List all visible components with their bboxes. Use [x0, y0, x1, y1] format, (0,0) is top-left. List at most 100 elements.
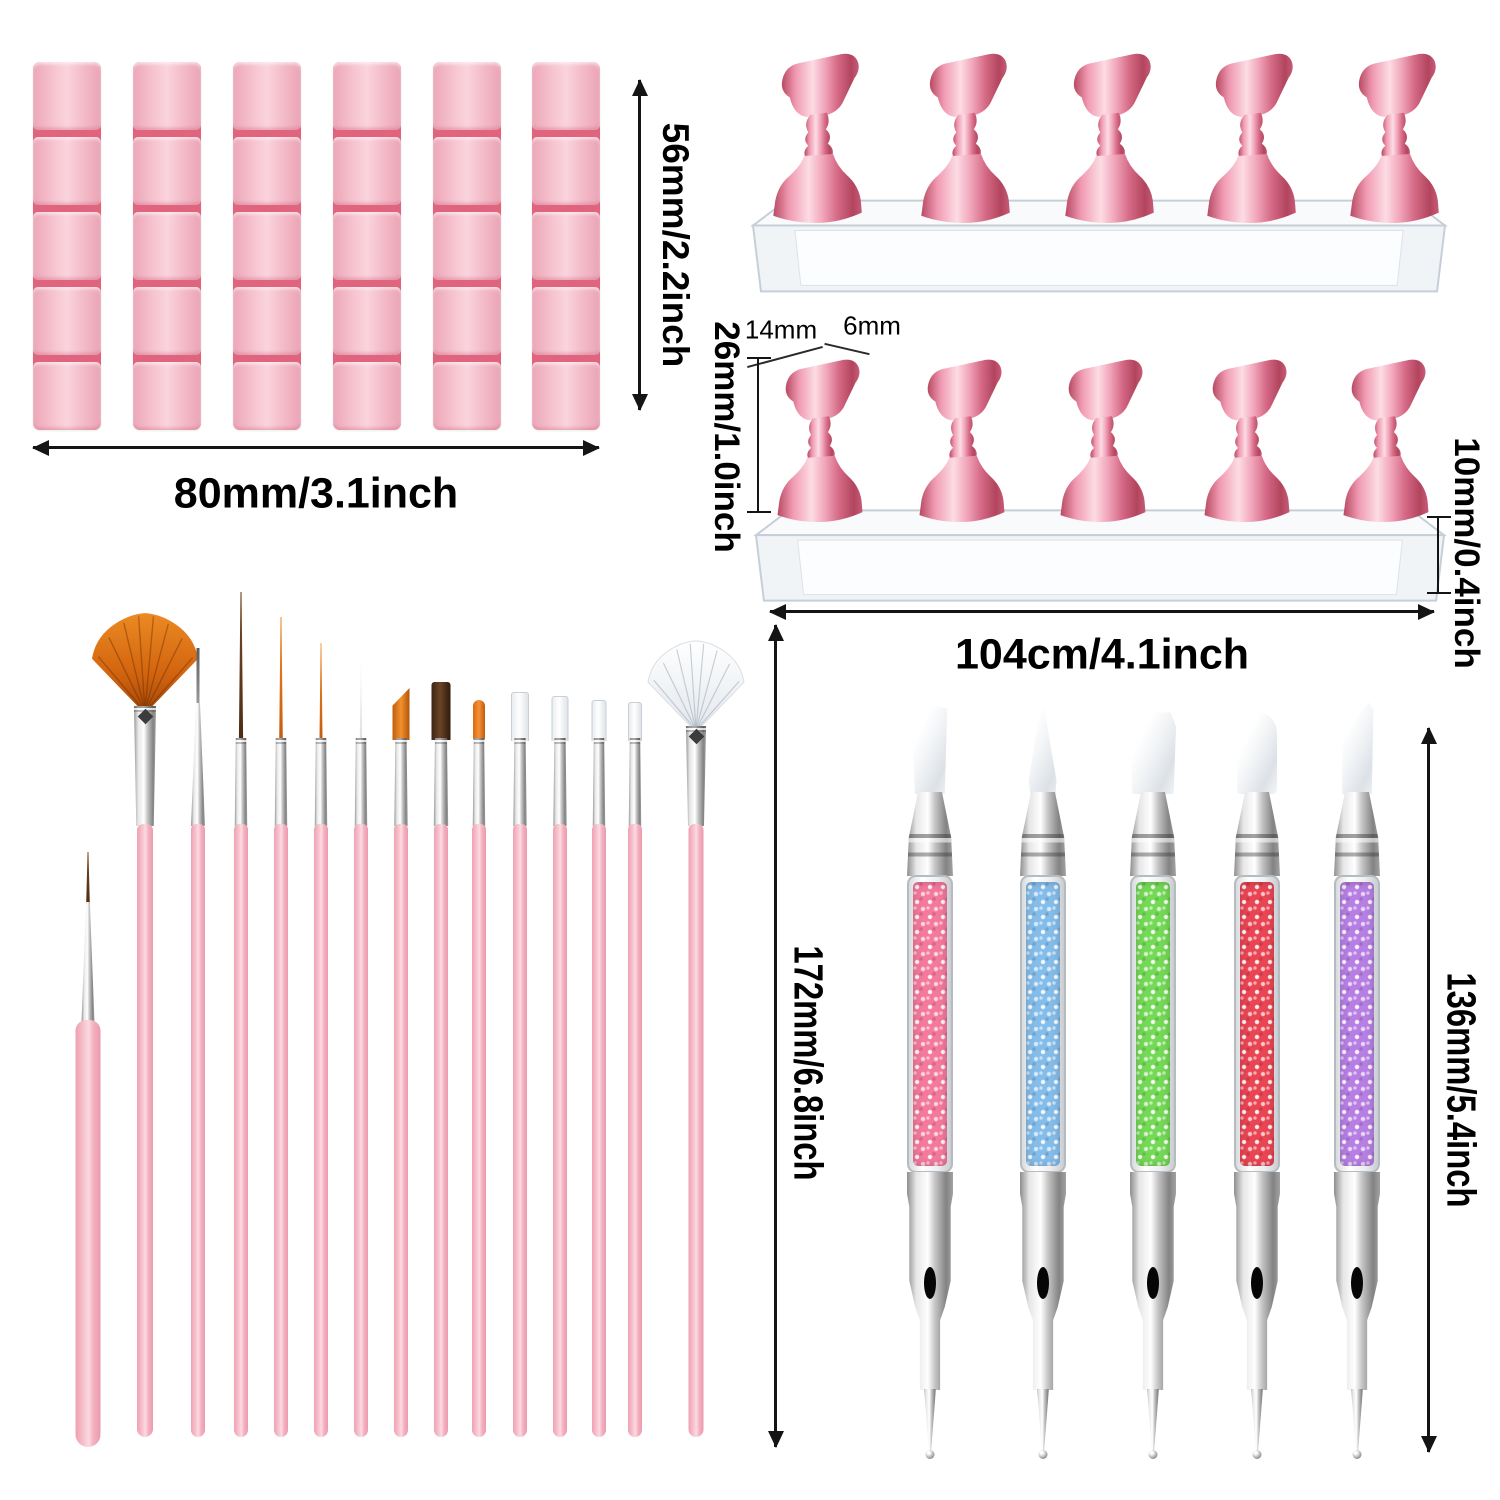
brush-bristle-tip: [86, 852, 90, 904]
clay-segment: [133, 362, 201, 430]
brush-bristle-tip: [591, 700, 607, 741]
brush-bristle-tip: [511, 692, 529, 741]
clay-segment: [33, 287, 101, 355]
stand-length-label: 104cm/4.1inch: [954, 630, 1250, 679]
flat-brush-white-small: [569, 590, 629, 1460]
dotting-needle: [1251, 1389, 1263, 1451]
brush-length-label: 172mm/6.8inch: [785, 945, 832, 1181]
pen-collar: [1334, 792, 1380, 876]
dotting-pen-purple: [1322, 690, 1392, 1490]
pen-collar: [1020, 792, 1066, 876]
clay-segment: [333, 212, 401, 280]
dotting-needle: [924, 1389, 936, 1451]
brush-ferrule: [394, 738, 408, 826]
clay-strip: [33, 62, 101, 430]
clay-segment: [333, 287, 401, 355]
dotting-pen-red: [1222, 690, 1292, 1490]
brush-bristle-tip: [238, 592, 244, 738]
brush-bristle-tip: [628, 702, 642, 741]
brush-handle: [75, 1020, 101, 1447]
pen-collar: [1130, 792, 1176, 876]
clay-strip: [133, 62, 201, 430]
pen-hole: [1251, 1267, 1263, 1299]
needle-ball: [1038, 1450, 1048, 1459]
clay-segment: [233, 212, 301, 280]
brush-ferrule: [472, 738, 486, 826]
liner-brush-white: [331, 590, 391, 1460]
clay-segment: [333, 137, 401, 205]
needle-ball: [1352, 1450, 1362, 1459]
brush-length-arrow: [767, 624, 784, 1448]
clay-strip: [233, 62, 301, 430]
stand-length-arrow: [769, 604, 1435, 620]
base-height-bracket: [1427, 516, 1451, 594]
pen-lower-metal: [1234, 1172, 1280, 1390]
clay-segment: [433, 287, 501, 355]
brush-bristle-tip: [431, 682, 451, 740]
clay-segment: [233, 137, 301, 205]
clay-segment: [532, 137, 600, 205]
brush-ferrule: [81, 902, 95, 1022]
flat-brush-white-small: [605, 590, 665, 1460]
brush-bristle-tip: [551, 696, 569, 741]
silicone-tip-slanted: [1342, 702, 1374, 794]
rhinestone-fill: [1136, 882, 1170, 1166]
nail-stand-bottom: [750, 340, 1460, 605]
dotting-needle-tip: [196, 648, 200, 705]
brush-bristle-tip: [473, 700, 485, 740]
brush-handle: [553, 824, 567, 1437]
liner-brush-orange: [251, 590, 311, 1460]
pedestal-height-label: 26mm/1.0inch: [707, 321, 746, 553]
pen-hole: [1037, 1267, 1049, 1299]
nail-tip-pedestal: [1192, 50, 1307, 225]
clay-segment: [133, 287, 201, 355]
nail-tip-pedestal: [906, 50, 1021, 225]
rhinestone-fill: [1240, 882, 1274, 1166]
brush-handle: [628, 824, 642, 1437]
brush-handle: [513, 824, 527, 1437]
clay-segment: [433, 62, 501, 130]
detail-brush: [58, 590, 118, 1460]
liner-brush-orange-short: [291, 590, 351, 1460]
clay-strips-panel: [0, 0, 740, 530]
brush-handle: [434, 824, 448, 1437]
brush-ferrule: [234, 738, 248, 826]
liner-brush-long-brown: [211, 590, 271, 1460]
flat-brush-brown: [411, 590, 471, 1460]
flat-brush-white: [490, 590, 550, 1460]
pen-lower-metal: [1334, 1172, 1380, 1390]
clay-segment: [233, 62, 301, 130]
brush-handle: [274, 824, 288, 1437]
fan-brush-white: [666, 590, 726, 1460]
brush-ferrule: [685, 726, 707, 826]
rhinestone-fill: [1340, 882, 1374, 1166]
rhinestone-fill: [1026, 882, 1060, 1166]
brush-handle: [137, 824, 153, 1437]
brush-handle: [688, 824, 704, 1437]
dotting-needle: [1037, 1389, 1049, 1451]
clay-segment: [33, 212, 101, 280]
clay-segment: [532, 62, 600, 130]
pen-length-label: 136mm/5.4inch: [1438, 972, 1485, 1208]
silicone-tip-cone: [1028, 696, 1057, 794]
nail-tip-pedestal: [905, 356, 1015, 524]
clay-segment: [133, 137, 201, 205]
nail-tip-pedestal: [763, 356, 873, 524]
clay-strip: [433, 62, 501, 430]
brush-handle: [394, 824, 408, 1437]
brush-ferrule: [553, 738, 567, 826]
rhinestone-barrel: [907, 875, 953, 1173]
brush-ferrule: [354, 738, 368, 826]
tip-width-label: 14mm: [744, 314, 818, 345]
nail-tip-pedestal: [1190, 356, 1300, 524]
nail-stand-top: [745, 35, 1455, 305]
brush-bristle-tip: [359, 662, 363, 738]
nail-tip-pedestal: [1335, 50, 1450, 225]
clay-segment: [233, 287, 301, 355]
clay-strip: [532, 62, 600, 430]
fan-brush-orange: [115, 590, 175, 1460]
needle-ball: [1252, 1450, 1262, 1459]
dotting-pen-green: [1118, 690, 1188, 1490]
angled-brush-orange: [371, 590, 431, 1460]
brush-ferrule: [191, 703, 205, 826]
